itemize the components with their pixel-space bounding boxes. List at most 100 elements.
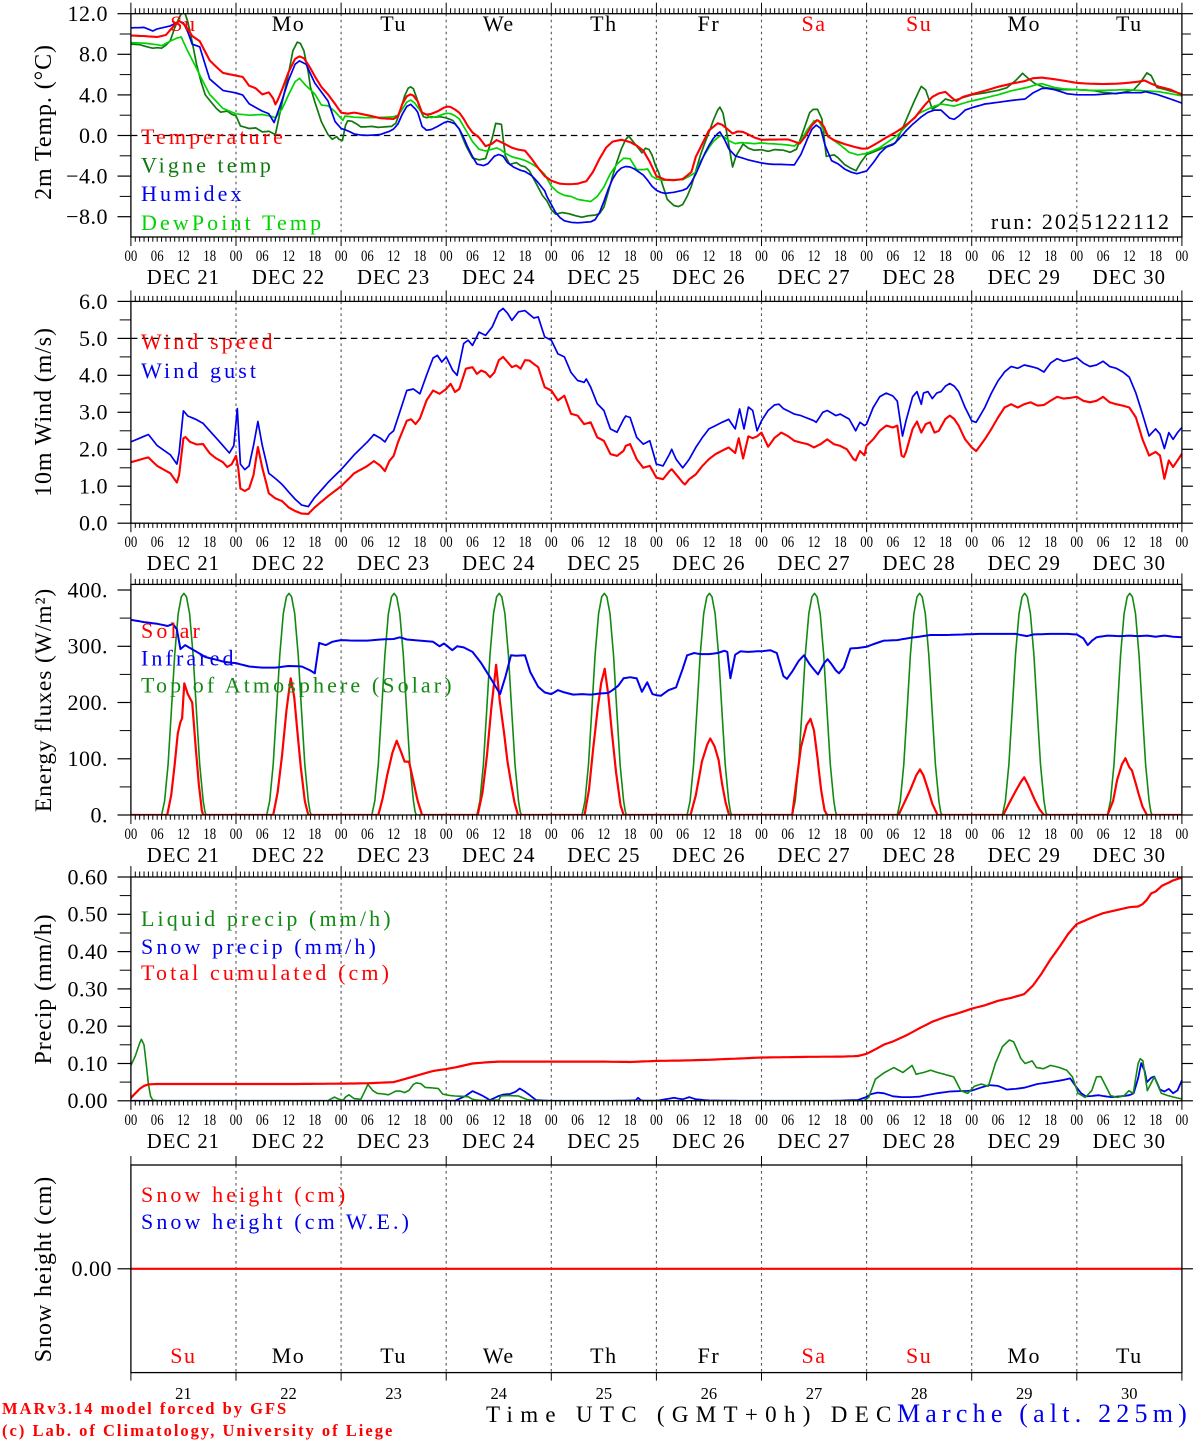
- svg-text:Total cumulated (cm): Total cumulated (cm): [141, 960, 392, 985]
- svg-text:18: 18: [203, 248, 216, 265]
- svg-text:18: 18: [203, 1112, 216, 1129]
- svg-text:18: 18: [414, 248, 427, 265]
- svg-text:00: 00: [440, 826, 453, 843]
- svg-text:18: 18: [414, 826, 427, 843]
- svg-text:18: 18: [624, 826, 637, 843]
- svg-text:DEC 25: DEC 25: [567, 267, 640, 289]
- svg-text:Snow height (cm): Snow height (cm): [141, 1182, 348, 1207]
- svg-text:Su: Su: [906, 1343, 932, 1368]
- svg-text:18: 18: [624, 534, 637, 551]
- svg-text:00: 00: [335, 248, 348, 265]
- svg-text:DEC 29: DEC 29: [988, 553, 1061, 575]
- svg-text:12: 12: [387, 248, 400, 265]
- svg-text:−4.0: −4.0: [66, 164, 108, 189]
- svg-text:0.0: 0.0: [79, 123, 108, 148]
- svg-text:18: 18: [1044, 826, 1057, 843]
- svg-text:DEC 28: DEC 28: [882, 1131, 955, 1153]
- svg-text:18: 18: [1044, 248, 1057, 265]
- svg-text:Precip (mm/h): Precip (mm/h): [31, 913, 57, 1064]
- svg-text:06: 06: [256, 1112, 269, 1129]
- svg-text:12: 12: [808, 826, 821, 843]
- svg-text:00: 00: [125, 534, 138, 551]
- svg-text:Snow height (cm): Snow height (cm): [31, 1176, 57, 1362]
- svg-text:18: 18: [729, 534, 742, 551]
- svg-text:12: 12: [597, 826, 610, 843]
- svg-text:DEC 21: DEC 21: [147, 553, 220, 575]
- svg-text:06: 06: [1097, 534, 1110, 551]
- svg-text:00: 00: [335, 1112, 348, 1129]
- svg-text:18: 18: [1149, 248, 1162, 265]
- svg-text:00: 00: [860, 1112, 873, 1129]
- svg-text:12: 12: [597, 248, 610, 265]
- svg-text:12: 12: [492, 534, 505, 551]
- svg-text:DEC 26: DEC 26: [672, 1131, 745, 1153]
- svg-text:DEC 26: DEC 26: [672, 267, 745, 289]
- svg-text:18: 18: [624, 1112, 637, 1129]
- svg-text:18: 18: [1149, 826, 1162, 843]
- svg-text:06: 06: [1097, 248, 1110, 265]
- svg-text:DEC 23: DEC 23: [357, 1131, 430, 1153]
- svg-text:00: 00: [335, 534, 348, 551]
- svg-text:12: 12: [808, 1112, 821, 1129]
- svg-text:18: 18: [834, 1112, 847, 1129]
- svg-text:run: 2025122112: run: 2025122112: [991, 209, 1171, 234]
- svg-text:00: 00: [650, 1112, 663, 1129]
- svg-text:300.: 300.: [68, 634, 109, 659]
- svg-text:18: 18: [308, 248, 321, 265]
- svg-text:18: 18: [308, 1112, 321, 1129]
- svg-text:12: 12: [492, 1112, 505, 1129]
- svg-text:DEC 22: DEC 22: [252, 553, 325, 575]
- svg-text:06: 06: [992, 1112, 1005, 1129]
- svg-text:00: 00: [230, 534, 243, 551]
- svg-text:18: 18: [834, 248, 847, 265]
- svg-text:DEC 30: DEC 30: [1093, 267, 1166, 289]
- svg-text:18: 18: [519, 826, 532, 843]
- svg-text:18: 18: [519, 534, 532, 551]
- svg-text:DEC 22: DEC 22: [252, 845, 325, 867]
- svg-text:00: 00: [230, 1112, 243, 1129]
- svg-text:12: 12: [1018, 1112, 1031, 1129]
- svg-text:00: 00: [860, 534, 873, 551]
- svg-text:00: 00: [755, 826, 768, 843]
- svg-text:06: 06: [151, 534, 164, 551]
- svg-text:00: 00: [335, 826, 348, 843]
- svg-text:00: 00: [440, 534, 453, 551]
- svg-text:18: 18: [729, 248, 742, 265]
- svg-text:Temperature: Temperature: [141, 124, 286, 149]
- svg-text:5.0: 5.0: [79, 326, 108, 351]
- svg-text:Wind speed: Wind speed: [141, 329, 276, 354]
- svg-text:12: 12: [387, 1112, 400, 1129]
- svg-text:12: 12: [913, 826, 926, 843]
- svg-text:06: 06: [887, 248, 900, 265]
- svg-text:0.30: 0.30: [68, 976, 109, 1001]
- svg-text:00: 00: [545, 1112, 558, 1129]
- svg-text:4.0: 4.0: [79, 363, 108, 388]
- svg-text:12.0: 12.0: [68, 1, 109, 26]
- svg-text:06: 06: [676, 826, 689, 843]
- svg-text:Mo: Mo: [272, 1343, 306, 1368]
- svg-text:12: 12: [703, 534, 716, 551]
- svg-text:00: 00: [1176, 248, 1189, 265]
- svg-text:Tu: Tu: [1116, 11, 1143, 36]
- svg-text:DEC 27: DEC 27: [777, 845, 850, 867]
- svg-text:1.0: 1.0: [79, 474, 108, 499]
- svg-text:12: 12: [492, 248, 505, 265]
- svg-text:06: 06: [571, 248, 584, 265]
- svg-text:400.: 400.: [68, 577, 109, 602]
- svg-text:DEC 23: DEC 23: [357, 553, 430, 575]
- svg-text:Top of Atmosphere (Solar): Top of Atmosphere (Solar): [141, 673, 455, 698]
- svg-text:06: 06: [256, 534, 269, 551]
- svg-text:DEC 25: DEC 25: [567, 553, 640, 575]
- svg-text:0.40: 0.40: [68, 939, 109, 964]
- svg-text:Fr: Fr: [698, 11, 721, 36]
- svg-text:00: 00: [1070, 248, 1083, 265]
- svg-text:200.: 200.: [68, 690, 109, 715]
- svg-text:18: 18: [519, 1112, 532, 1129]
- svg-text:00: 00: [650, 826, 663, 843]
- svg-text:We: We: [483, 1343, 515, 1368]
- svg-text:Mo: Mo: [1007, 1343, 1041, 1368]
- svg-text:00: 00: [965, 826, 978, 843]
- svg-text:0.00: 0.00: [68, 1088, 109, 1113]
- svg-text:06: 06: [992, 826, 1005, 843]
- svg-text:DEC 21: DEC 21: [147, 267, 220, 289]
